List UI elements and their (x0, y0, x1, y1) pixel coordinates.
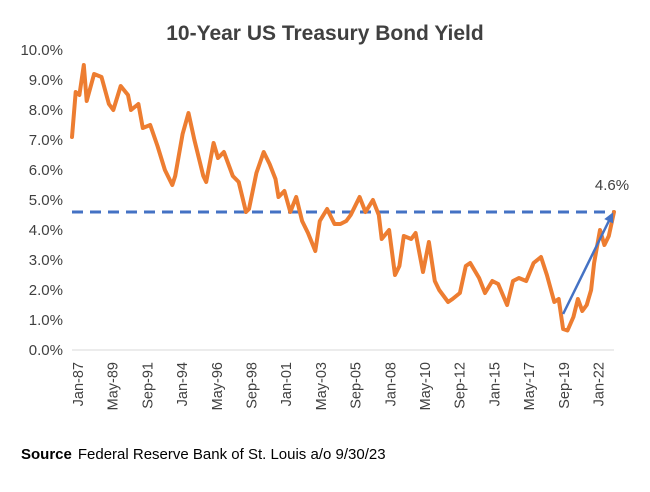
y-tick-label: 9.0% (29, 72, 63, 89)
x-tick-label: May-03 (314, 362, 330, 410)
y-tick-label: 8.0% (29, 102, 63, 119)
x-tick-label: Jan-94 (175, 362, 191, 406)
y-tick-label: 4.0% (29, 222, 63, 239)
y-tick-label: 10.0% (20, 42, 63, 59)
x-tick-label: Sep-12 (453, 362, 469, 409)
source-note: Source Federal Reserve Bank of St. Louis … (21, 446, 386, 463)
x-tick-label: May-17 (522, 362, 538, 410)
yield-line-chart: 10-Year US Treasury Bond Yield 0.0% 1.0% 2… (20, 22, 629, 410)
x-tick-label: Jan-87 (71, 362, 87, 406)
y-tick-label: 5.0% (29, 192, 63, 209)
chart-title: 10-Year US Treasury Bond Yield (166, 22, 483, 45)
x-tick-label: Sep-05 (349, 362, 365, 409)
x-tick-label: Jan-22 (592, 362, 608, 406)
reference-line-label: 4.6% (595, 177, 629, 194)
x-tick-label: Sep-19 (557, 362, 573, 409)
y-axis-tick-labels: 0.0% 1.0% 2.0% 3.0% 4.0% 5.0% 6.0% 7.0% 8.0% 9.0%… (20, 42, 63, 359)
y-tick-label: 2.0% (29, 282, 63, 299)
source-label: Source (21, 446, 72, 463)
x-tick-label: Sep-91 (140, 362, 156, 409)
y-tick-label: 1.0% (29, 312, 63, 329)
yield-series-line (70, 63, 616, 333)
x-tick-label: Sep-98 (245, 362, 261, 409)
y-tick-label: 0.0% (29, 342, 63, 359)
x-tick-label: May-10 (418, 362, 434, 410)
source-text: Federal Reserve Bank of St. Louis a/o 9/… (77, 446, 386, 463)
x-tick-label: May-96 (210, 362, 226, 410)
x-tick-label: May-89 (106, 362, 122, 410)
y-tick-label: 7.0% (29, 132, 63, 149)
trend-arrow (561, 212, 614, 315)
y-tick-label: 6.0% (29, 162, 63, 179)
x-axis-tick-labels: Jan-87 May-89 Sep-91 Jan-94 May-96 Sep-98 Jan-… (71, 362, 608, 410)
x-tick-label: Jan-15 (487, 362, 503, 406)
x-tick-label: Jan-08 (383, 362, 399, 406)
y-tick-label: 3.0% (29, 252, 63, 269)
x-tick-label: Jan-01 (279, 362, 295, 406)
